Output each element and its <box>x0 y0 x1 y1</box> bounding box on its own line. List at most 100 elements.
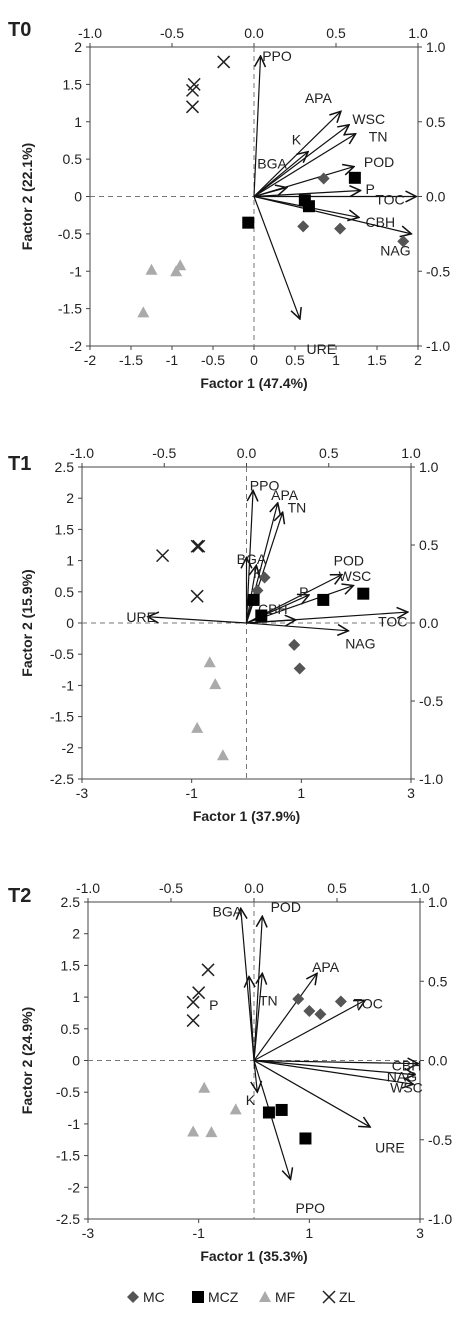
top-tick-label: 0.0 <box>244 880 264 896</box>
vector-p-label: P <box>366 181 375 197</box>
vector-k-label: K <box>292 132 302 148</box>
y-tick-label: -1 <box>70 263 83 279</box>
vector-nag-label: NAG <box>380 242 410 258</box>
vector-wsc-label: WSC <box>339 568 372 584</box>
point-mf <box>191 721 204 733</box>
top-tick-label: 1.0 <box>401 445 421 461</box>
series-mcz <box>247 587 370 622</box>
y-tick-label: -1 <box>68 1116 81 1132</box>
point-mc <box>397 235 410 248</box>
y-tick-label: -1.5 <box>56 1148 80 1164</box>
point-mcz <box>247 593 260 606</box>
x-tick-label: 0 <box>250 352 258 368</box>
vector-p <box>253 191 361 197</box>
series-zl <box>156 539 206 603</box>
series-mf <box>191 656 229 761</box>
right-tick-label: 0.0 <box>428 1053 448 1069</box>
right-tick-label: 0.5 <box>428 973 448 989</box>
vector-wsc <box>253 1059 413 1085</box>
right-tick-label: 1.0 <box>426 39 446 55</box>
vector-bga <box>241 908 255 1061</box>
top-tick-label: -0.5 <box>152 445 176 461</box>
point-mf <box>170 265 183 277</box>
right-tick-label: 0.0 <box>426 189 446 205</box>
top-tick-label: 0.5 <box>319 445 339 461</box>
point-zl <box>186 995 200 1009</box>
point-mc <box>334 222 347 235</box>
point-mc <box>314 1008 327 1021</box>
vector-ppo-label: PPO <box>262 48 292 64</box>
vector-toc-label: TOC <box>375 191 404 207</box>
vector-ure-label: URE <box>126 609 156 625</box>
vector-ppo-label: PPO <box>296 1200 326 1216</box>
vector-k <box>253 152 308 197</box>
x-tick-label: 1 <box>332 352 340 368</box>
right-tick-label: -1.0 <box>419 771 443 787</box>
vector-k <box>254 1060 257 1093</box>
vector-tn-label: TN <box>369 129 388 145</box>
y-axis-label: Factor 2 (22.1%) <box>19 143 35 250</box>
point-zl <box>217 55 231 69</box>
panel-title: T1 <box>8 453 31 475</box>
top-tick-label: -1.0 <box>78 25 102 41</box>
y-tick-label: -1.5 <box>58 301 82 317</box>
vector-ppo-label: PPO <box>250 478 280 494</box>
y-tick-label: 0 <box>66 615 74 631</box>
legend-label-mf: MF <box>275 1289 295 1305</box>
series-mf <box>187 1081 242 1138</box>
y-tick-label: 2 <box>72 926 80 942</box>
point-mf <box>209 678 222 690</box>
panel-t0: T0 -2 -1.5 -1 -0.5 0 0.5 1 1.5 2 -2 -1.5 -1 -0.5 0 0.5 1… <box>8 19 450 391</box>
point-mc <box>293 662 306 675</box>
vector-nag <box>253 1059 415 1075</box>
point-mc <box>288 638 301 651</box>
vector-ure <box>253 196 300 320</box>
point-mcz <box>299 1132 312 1145</box>
x-axis-label: Factor 1 (35.3%) <box>200 1248 307 1264</box>
x-tick-label: -1 <box>192 1225 205 1241</box>
x-tick-label: 0.5 <box>285 352 305 368</box>
point-mc <box>251 584 264 597</box>
vector-nag-label: NAG <box>345 635 375 651</box>
vector-bga-label: BGA <box>213 904 243 920</box>
top-tick-label: -1.0 <box>76 880 100 896</box>
series-zl <box>186 963 215 1028</box>
series-mc <box>251 571 306 675</box>
point-mc <box>292 993 305 1006</box>
top-tick-label: 0.5 <box>326 25 346 41</box>
y-tick-label: 1 <box>74 114 82 130</box>
vector-toc <box>253 1000 365 1062</box>
point-zl <box>185 100 200 114</box>
series-mf <box>137 259 187 318</box>
point-zl <box>192 539 206 553</box>
y-tick-label: 0 <box>74 189 82 205</box>
series-zl <box>185 55 231 114</box>
panel-t1: T1-3 -1 1 3-2.5-2-1.5-1-0.500.511.522.5-1.0… <box>8 445 443 824</box>
point-zl <box>186 1014 200 1028</box>
vector-toc-label: TOC <box>354 995 383 1011</box>
vector-apa-label: APA <box>305 90 333 106</box>
point-mf <box>145 263 158 275</box>
point-mcz <box>242 216 255 229</box>
y-tick-label: 1 <box>72 989 80 1005</box>
vector-tn-label: TN <box>259 992 278 1008</box>
point-mcz <box>357 587 370 600</box>
vector-wsc-label: WSC <box>390 1079 423 1095</box>
series-mc <box>292 993 347 1021</box>
top-tick-label: -1.0 <box>70 445 94 461</box>
vector-cbh-label: CBH <box>366 214 396 230</box>
right-tick-label: -0.5 <box>426 263 450 279</box>
legend: MC MCZ MF ZL <box>127 1289 356 1305</box>
vector-pod <box>253 167 354 198</box>
point-zl <box>156 549 170 563</box>
x-tick-label: -3 <box>76 785 89 801</box>
vector-k-label: K <box>253 565 263 581</box>
y-tick-label: -2 <box>62 740 75 756</box>
x-axis-label: Factor 1 (47.4%) <box>200 375 307 391</box>
top-tick-label: 0.0 <box>244 25 264 41</box>
x-tick-label: 1 <box>297 785 305 801</box>
y-tick-label: 2 <box>66 490 74 506</box>
point-zl <box>192 986 206 1000</box>
point-mcz <box>302 200 315 213</box>
y-tick-label: 2.5 <box>55 459 75 475</box>
